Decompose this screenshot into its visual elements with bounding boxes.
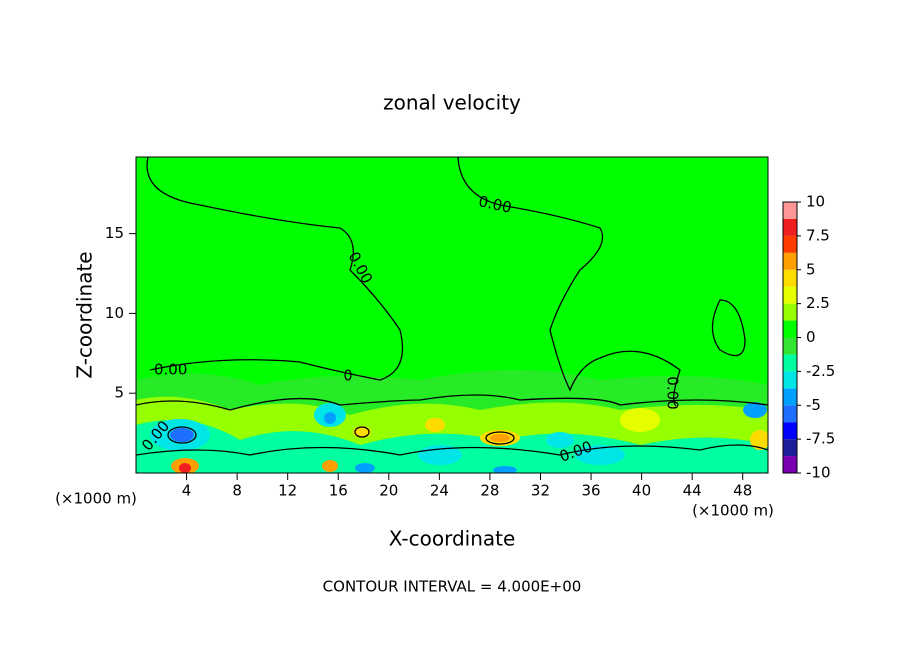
- colorbar-tick-label: 7.5: [806, 226, 830, 244]
- chart-title: zonal velocity: [383, 91, 521, 115]
- colorbar-band: [783, 269, 797, 287]
- colorbar-band: [783, 388, 797, 406]
- field: [136, 157, 768, 473]
- x-axis-label: X-coordinate: [389, 527, 516, 551]
- colorbar-band: [783, 439, 797, 457]
- x-tick-label: 44: [683, 482, 702, 500]
- colorbar-band: [783, 286, 797, 304]
- x-tick-label: 28: [480, 482, 499, 500]
- x-unit-label: (×1000 m): [55, 490, 137, 508]
- x-tick-label: 4: [182, 482, 192, 500]
- colorbar-band: [783, 371, 797, 389]
- x-tick-label: 20: [379, 482, 398, 500]
- colorbar-band: [783, 456, 797, 473]
- plot-frame: [135, 156, 769, 474]
- x-tick-label: 8: [232, 482, 242, 500]
- x-tick-label: 48: [733, 482, 752, 500]
- colorbar-tick-label: -5: [806, 396, 821, 414]
- y-tick-label: 10: [105, 304, 124, 322]
- colorbar-tick-label: 5: [806, 260, 816, 278]
- y-axis-label: Z-coordinate: [73, 251, 97, 378]
- axes: 4 8 12 16 20 24 28 32 36 40 44 4851015107.552.50-2.…: [105, 193, 835, 500]
- colorbar-tick-label: -7.5: [806, 430, 835, 448]
- colorbar-band: [783, 422, 797, 440]
- colorbar-tick-label: -2.5: [806, 362, 835, 380]
- colorbar-band: [783, 252, 797, 270]
- colorbar-tick-label: 0: [806, 328, 816, 346]
- colorbar-band: [783, 405, 797, 423]
- x-unit-label: (×1000 m): [692, 502, 774, 520]
- x-tick-label: 32: [531, 482, 550, 500]
- y-tick-label: 15: [105, 224, 124, 242]
- colorbar-band: [783, 235, 797, 253]
- colorbar-band: [783, 202, 797, 219]
- x-tick-label: 36: [581, 482, 600, 500]
- colorbar-tick-label: -10: [806, 464, 831, 482]
- colorbar-band: [783, 218, 797, 236]
- x-tick-label: 24: [430, 482, 449, 500]
- colorbar-band: [783, 354, 797, 372]
- x-tick-label: 16: [329, 482, 348, 500]
- footer: CONTOUR INTERVAL = 4.000E+00: [323, 578, 582, 596]
- contour-label: 0.00: [664, 376, 682, 409]
- colorbar-tick-label: 10: [806, 193, 825, 211]
- colorbar-band: [783, 320, 797, 338]
- contour-label: 0.00: [154, 361, 187, 379]
- x-tick-label: 12: [278, 482, 297, 500]
- colorbar-band: [783, 337, 797, 355]
- x-tick-label: 40: [632, 482, 651, 500]
- y-tick-label: 5: [114, 384, 124, 402]
- colorbar-band: [783, 303, 797, 321]
- colorbar-tick-label: 2.5: [806, 294, 830, 312]
